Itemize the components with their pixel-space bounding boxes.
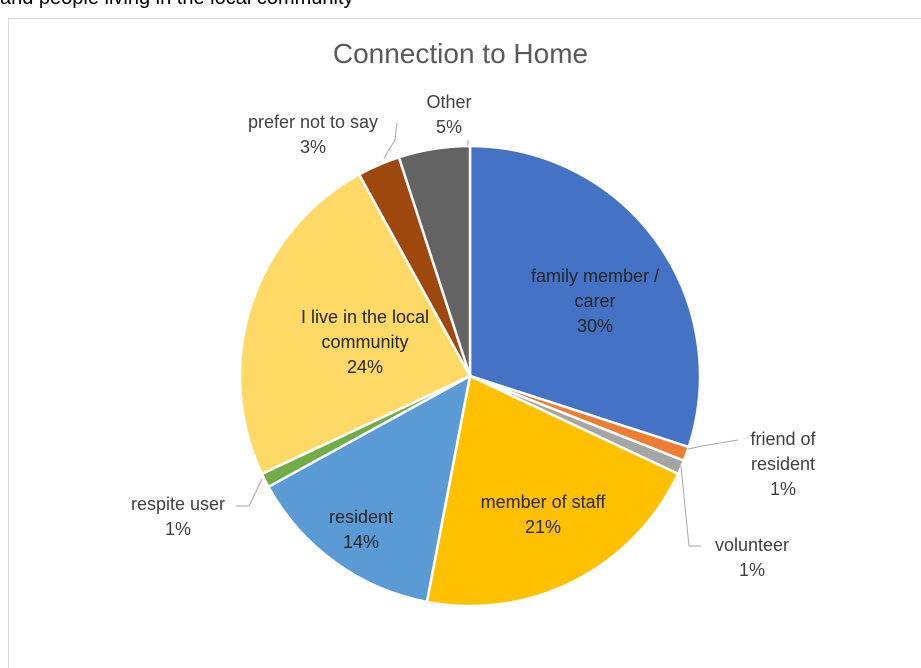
category-label: resident	[328, 507, 394, 527]
data-label: volunteer 1%	[692, 533, 812, 583]
leader-line	[383, 122, 398, 159]
cropped-text: and people living in the local community	[0, 0, 354, 10]
value-label: 30%	[576, 316, 614, 336]
value-label: 1%	[738, 560, 765, 580]
category-label: friend of resident	[750, 429, 816, 474]
pie-slice	[238, 172, 472, 476]
category-label: family member / carer	[530, 266, 660, 311]
data-label: I live in the local community 24%	[281, 305, 449, 380]
data-label: friend of resident 1%	[728, 427, 838, 502]
value-label: 1%	[769, 479, 796, 499]
data-label: Other 5%	[409, 90, 489, 140]
value-label: 5%	[435, 117, 462, 137]
category-label: member of staff	[480, 492, 606, 512]
pie-slice	[266, 373, 472, 604]
data-label: respite user 1%	[103, 492, 253, 542]
leader-line	[236, 478, 263, 507]
category-label: Other	[426, 92, 472, 112]
pie-slice	[468, 144, 702, 449]
data-label: prefer not to say 3%	[218, 110, 408, 160]
data-label: resident 14%	[301, 505, 421, 555]
chart-title: Connection to Home	[332, 38, 589, 69]
value-label: 24%	[346, 357, 384, 377]
pie-slice	[397, 144, 472, 377]
leader-line	[680, 465, 701, 547]
category-label: prefer not to say	[247, 112, 379, 132]
value-label: 21%	[524, 517, 562, 537]
value-label: 1%	[164, 519, 191, 539]
pie-slice	[425, 374, 680, 608]
data-label: member of staff 21%	[453, 490, 633, 540]
chart-border	[8, 18, 921, 668]
leader-line	[687, 439, 739, 450]
value-label: 14%	[342, 532, 380, 552]
category-label: I live in the local community	[300, 307, 430, 352]
value-label: 3%	[299, 137, 326, 157]
data-label: family member / carer 30%	[513, 264, 678, 339]
category-label: respite user	[130, 494, 226, 514]
category-label: volunteer	[714, 535, 790, 555]
